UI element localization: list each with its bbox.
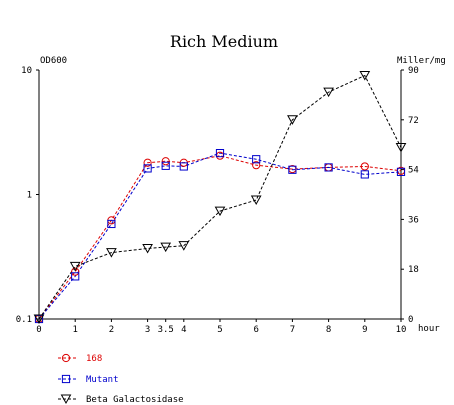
series-1-point bbox=[179, 162, 188, 171]
x-axis-label: hour bbox=[418, 324, 440, 334]
y-right-axis-label: Miller/mg bbox=[397, 56, 446, 66]
series-markers bbox=[33, 71, 407, 325]
series-0-point bbox=[360, 162, 369, 171]
y-left-axis-label: OD600 bbox=[40, 56, 67, 66]
x-tick-label: 8 bbox=[326, 325, 331, 335]
x-tick-label: 3.5 bbox=[158, 325, 174, 335]
legend-entry-1: Mutant bbox=[86, 375, 119, 385]
series-0-point bbox=[252, 161, 261, 170]
x-tick-label: 1 bbox=[72, 325, 77, 335]
y-right-tick-label: 0 bbox=[408, 315, 413, 325]
y-left-ticks: 0.1 1 10 bbox=[16, 66, 39, 325]
y-left-tick-label: 1 bbox=[27, 191, 32, 201]
chart-title: Rich Medium bbox=[170, 32, 278, 51]
series-2-point bbox=[69, 261, 81, 272]
series-1-point bbox=[252, 155, 261, 164]
series-0-point bbox=[161, 157, 170, 166]
series-2-point bbox=[323, 87, 334, 98]
legend-marker-2 bbox=[60, 394, 72, 405]
x-tick-label: 10 bbox=[396, 325, 407, 335]
series-2-point bbox=[287, 115, 298, 125]
series-line-1 bbox=[38, 152, 402, 320]
x-ticks: 0 1 2 3 3.5 4 5 6 7 8 9 10 bbox=[36, 319, 406, 335]
legend: 168 Mutant Beta Galactosidase bbox=[58, 353, 184, 405]
legend-marker-0 bbox=[61, 353, 71, 363]
y-right-tick-label: 54 bbox=[408, 166, 419, 176]
x-tick-label: 5 bbox=[217, 325, 222, 335]
series-line-0 bbox=[38, 155, 402, 320]
series-1-point bbox=[215, 149, 225, 158]
series-1-point bbox=[360, 170, 369, 179]
x-tick-label: 4 bbox=[181, 325, 186, 335]
series-2-point bbox=[178, 241, 190, 251]
series-1-point bbox=[396, 167, 406, 176]
series-1-point bbox=[107, 219, 116, 229]
series-1-point bbox=[324, 163, 333, 172]
legend-entry-0: 168 bbox=[86, 354, 102, 364]
legend-entry-2: Beta Galactosidase bbox=[86, 395, 184, 405]
series-2-point bbox=[160, 242, 172, 253]
series-lines bbox=[38, 74, 402, 320]
series-1-point bbox=[143, 164, 152, 173]
series-line-2 bbox=[38, 74, 402, 320]
x-tick-label: 0 bbox=[36, 325, 41, 335]
series-2-point bbox=[106, 248, 117, 258]
series-2-point bbox=[214, 206, 226, 217]
series-2-point bbox=[250, 195, 262, 206]
y-left-tick-label: 10 bbox=[21, 66, 32, 76]
y-right-tick-label: 72 bbox=[408, 116, 419, 126]
x-tick-label: 6 bbox=[253, 325, 258, 335]
y-right-tick-label: 36 bbox=[408, 215, 419, 225]
x-tick-label: 9 bbox=[362, 325, 367, 335]
x-tick-label: 7 bbox=[290, 325, 295, 335]
x-tick-label: 3 bbox=[145, 325, 150, 335]
y-right-tick-label: 18 bbox=[408, 265, 419, 275]
y-right-tick-label: 90 bbox=[408, 66, 419, 76]
series-0-point bbox=[143, 158, 152, 167]
x-tick-label: 2 bbox=[109, 325, 114, 335]
legend-marker-1 bbox=[61, 374, 71, 384]
series-0-point bbox=[71, 267, 80, 276]
series-1-point bbox=[161, 161, 170, 170]
series-2-point bbox=[395, 142, 407, 153]
series-2-point bbox=[33, 314, 45, 325]
series-1-point bbox=[71, 272, 80, 281]
series-2-point bbox=[142, 243, 153, 254]
series-2-point bbox=[359, 71, 371, 81]
series-1-point bbox=[288, 165, 297, 174]
y-left-tick-label: 0.1 bbox=[16, 315, 32, 325]
y-right-ticks: 0 18 36 54 72 90 bbox=[401, 66, 419, 325]
